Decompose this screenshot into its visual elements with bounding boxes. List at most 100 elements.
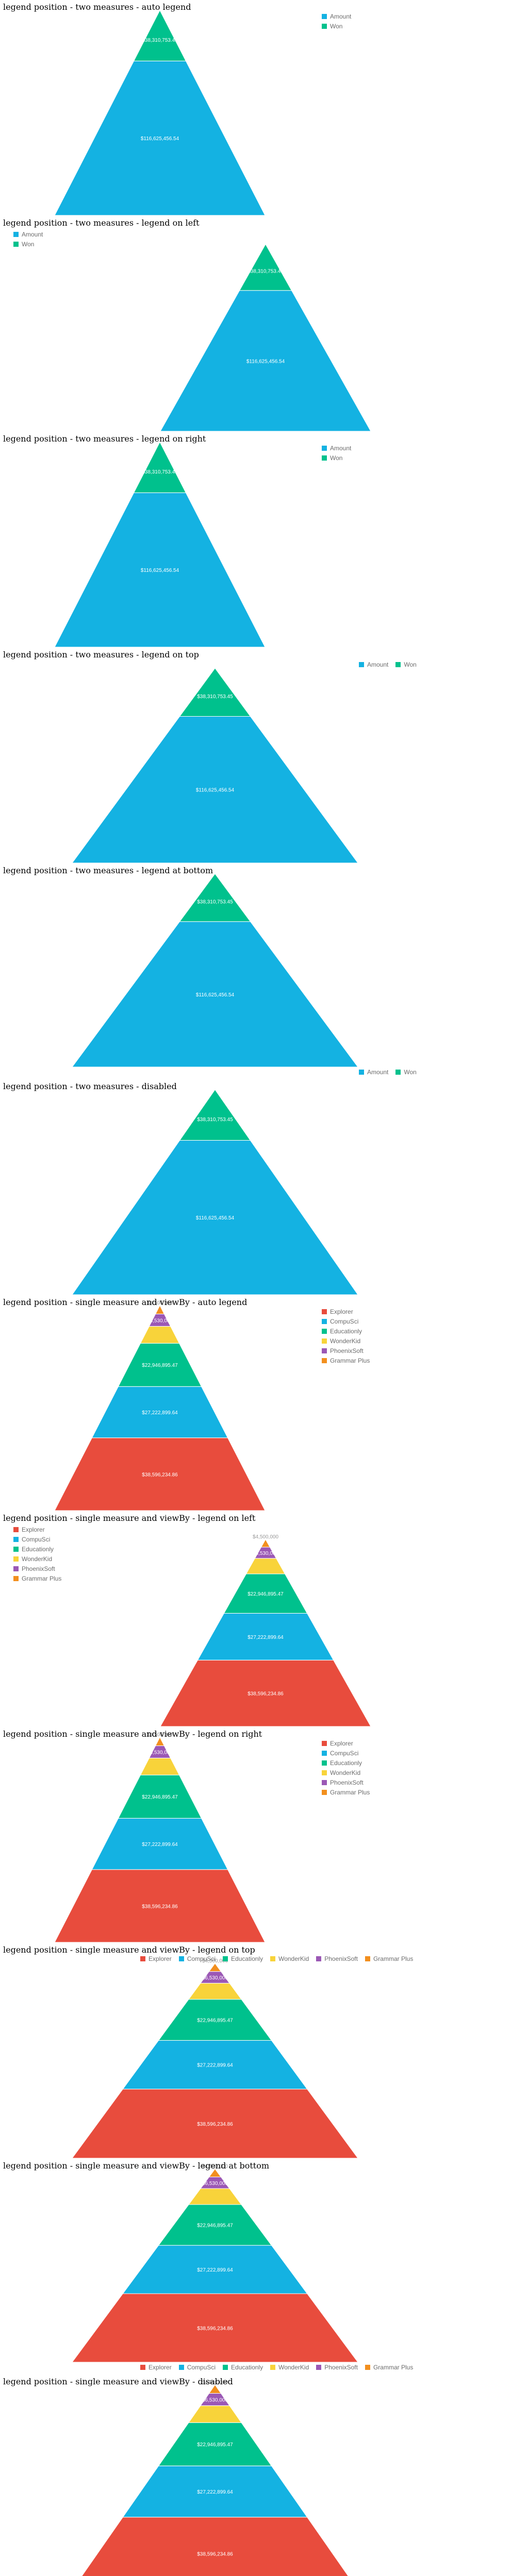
pyramid-segment-won[interactable] (133, 441, 187, 493)
legend-item[interactable]: WonderKid (270, 2364, 309, 2371)
legend-item[interactable]: CompuSci (322, 1748, 370, 1758)
legend-swatch (395, 662, 401, 667)
pyramid-segment-wonderkid[interactable] (188, 2405, 242, 2423)
legend-item[interactable]: Amount (359, 661, 388, 668)
pyramid-segment-won[interactable] (179, 873, 251, 922)
legend-item[interactable]: Educationly (322, 1758, 370, 1768)
chart-legend: Explorer CompuSci Educationly WonderKid Phoe… (322, 1738, 370, 1797)
legend-item[interactable]: PhoenixSoft (13, 1564, 61, 1573)
legend-item[interactable]: Grammar Plus (322, 1787, 370, 1797)
legend-item[interactable]: Explorer (322, 1738, 370, 1748)
chart-title: legend position - single measure and vie… (3, 2377, 233, 2386)
data-label: $22,946,895.47 (197, 2223, 233, 2229)
legend-item[interactable]: Amount (359, 1069, 388, 1076)
chart-title: legend position - single measure and vie… (3, 2161, 270, 2171)
pyramid-segment-grammar-plus[interactable] (155, 1304, 165, 1314)
legend-item[interactable]: Explorer (322, 1307, 370, 1316)
pyramid-segment-explorer[interactable] (72, 2517, 358, 2576)
legend-item[interactable]: CompuSci (13, 1534, 61, 1544)
data-label: $38,310,753.45 (142, 38, 178, 43)
legend-item[interactable]: Won (13, 239, 43, 249)
data-label: $6,530,000 (147, 1318, 173, 1324)
chart-panel: $116,625,456.54 $38,310,753.45 legend posi… (0, 0, 528, 216)
legend-item[interactable]: Won (322, 453, 351, 463)
legend-swatch (359, 662, 364, 667)
data-label: $6,530,000 (202, 1975, 228, 1981)
legend-item[interactable]: WonderKid (270, 1955, 309, 1962)
legend-label: CompuSci (187, 1955, 216, 1962)
legend-label: Educationly (22, 1545, 54, 1553)
chart-title: legend position - single measure and vie… (3, 1729, 262, 1739)
legend-item[interactable]: Educationly (223, 1955, 263, 1962)
legend-swatch (322, 1770, 327, 1775)
legend-label: Won (22, 240, 35, 248)
legend-swatch (322, 455, 327, 461)
legend-item[interactable]: CompuSci (322, 1316, 370, 1326)
pyramid-segment-wonderkid[interactable] (140, 1326, 180, 1344)
data-label: $4,500,000 (202, 2164, 228, 2170)
legend-item[interactable]: Grammar Plus (365, 2364, 413, 2371)
legend-item[interactable]: Educationly (322, 1326, 370, 1336)
pyramid-segment-wonderkid[interactable] (188, 1982, 242, 2000)
legend-item[interactable]: WonderKid (322, 1768, 370, 1777)
legend-item[interactable]: Amount (322, 443, 351, 453)
pyramid-segment-wonderkid[interactable] (245, 1558, 286, 1574)
legend-item[interactable]: PhoenixSoft (322, 1346, 370, 1355)
legend-item[interactable]: CompuSci (178, 1955, 216, 1962)
chart-legend: Amount Won (359, 1069, 424, 1076)
legend-item[interactable]: Explorer (13, 1524, 61, 1534)
legend-swatch (359, 1070, 364, 1075)
pyramid-chart: $116,625,456.54 $38,310,753.45 (54, 9, 266, 216)
pyramid-segment-grammar-plus[interactable] (208, 2384, 222, 2394)
legend-swatch (270, 2365, 276, 2370)
chart-panel: $38,596,234.86 $27,222,899.64 $22,946,895.… (0, 1511, 528, 1727)
pyramid-segment-grammar-plus[interactable] (155, 1736, 165, 1746)
legend-label: PhoenixSoft (324, 2364, 358, 2371)
pyramid-segment-grammar-plus[interactable] (260, 1538, 271, 1548)
pyramid-segment-grammar-plus[interactable] (208, 2168, 222, 2178)
legend-item[interactable]: WonderKid (322, 1336, 370, 1346)
legend-swatch (322, 1740, 327, 1746)
legend-label: CompuSci (22, 1535, 51, 1543)
legend-item[interactable]: Explorer (140, 2364, 172, 2371)
legend-item[interactable]: Won (322, 21, 351, 31)
legend-label: WonderKid (330, 1337, 361, 1345)
pyramid-segment-won[interactable] (179, 668, 251, 717)
legend-item[interactable]: Grammar Plus (322, 1355, 370, 1365)
legend-item[interactable]: Grammar Plus (365, 1955, 413, 1962)
data-label: $38,596,234.86 (197, 2326, 233, 2331)
legend-item[interactable]: Educationly (223, 2364, 263, 2371)
legend-item[interactable]: Won (395, 661, 417, 668)
legend-item[interactable]: Amount (322, 11, 351, 21)
data-label: $27,222,899.64 (142, 1842, 178, 1848)
data-label: $6,530,000 (202, 2397, 228, 2403)
legend-item[interactable]: Explorer (140, 1955, 172, 1962)
data-label: $116,625,456.54 (141, 568, 179, 573)
legend-label: Amount (367, 661, 389, 668)
data-label: $38,596,234.86 (197, 2551, 233, 2557)
pyramid-segment-wonderkid[interactable] (188, 2188, 242, 2205)
pyramid-segment-won[interactable] (179, 1089, 251, 1141)
legend-item[interactable]: PhoenixSoft (322, 1777, 370, 1787)
legend-item[interactable]: PhoenixSoft (316, 1955, 358, 1962)
legend-swatch (13, 1527, 19, 1532)
chart-panel: $38,596,234.86 $27,222,899.64 $22,946,895.… (0, 1727, 528, 1943)
pyramid-chart: $38,596,234.86 $27,222,899.64 $22,946,895.… (72, 2164, 358, 2363)
pyramid-segment-wonderkid[interactable] (140, 1757, 180, 1775)
legend-item[interactable]: Won (395, 1069, 417, 1076)
pyramid-segment-grammar-plus[interactable] (208, 1963, 222, 1972)
legend-label: Grammar Plus (330, 1357, 370, 1364)
legend-swatch (223, 2365, 228, 2370)
pyramid-segment-won[interactable] (133, 9, 187, 61)
legend-item[interactable]: WonderKid (13, 1554, 61, 1564)
pyramid-segment-won[interactable] (239, 243, 292, 291)
legend-item[interactable]: Grammar Plus (13, 1573, 61, 1583)
legend-item[interactable]: Educationly (13, 1544, 61, 1554)
legend-item[interactable]: PhoenixSoft (316, 2364, 358, 2371)
chart-title: legend position - two measures - legend … (3, 866, 213, 875)
legend-item[interactable]: Amount (13, 229, 43, 239)
legend-label: PhoenixSoft (330, 1778, 364, 1786)
legend-item[interactable]: CompuSci (178, 2364, 216, 2371)
legend-swatch (322, 1750, 327, 1756)
data-label: $27,222,899.64 (248, 1635, 284, 1640)
